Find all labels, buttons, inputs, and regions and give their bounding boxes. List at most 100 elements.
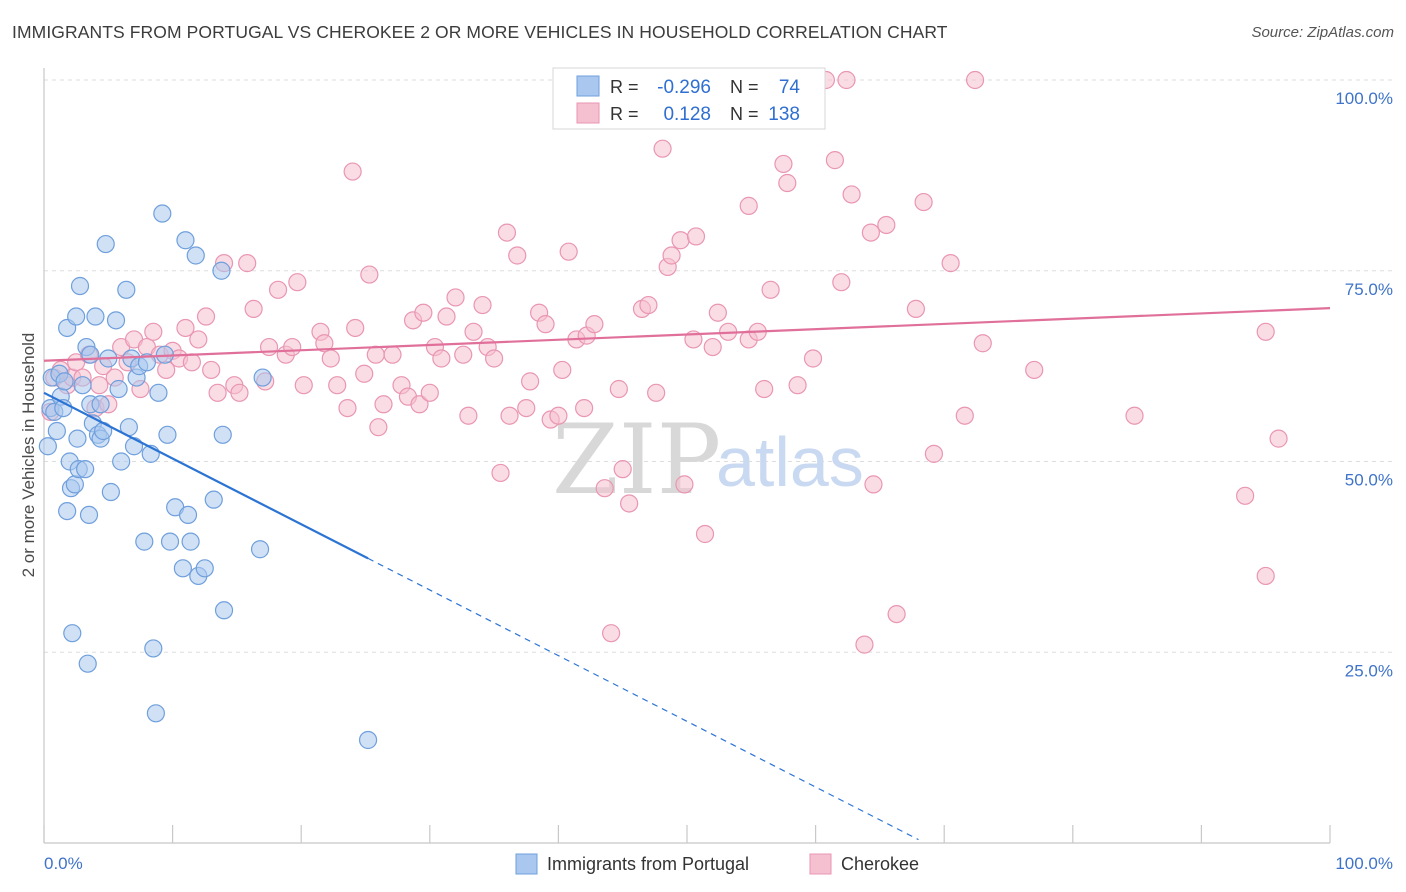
trend-lines (43, 307, 1331, 841)
portugal-point (214, 601, 234, 620)
cherokee-point (288, 273, 307, 292)
portugal-point (47, 421, 66, 441)
cherokee-point (832, 273, 851, 292)
cherokee-point (708, 303, 727, 322)
portugal-point (253, 368, 272, 387)
cherokee-point (182, 353, 201, 372)
portugal-point (109, 379, 128, 399)
portugal-point (204, 490, 223, 509)
portugal-point (76, 460, 95, 479)
cherokee-point (924, 444, 944, 463)
cherokee-point (671, 231, 690, 250)
legend-swatch-pink (576, 102, 600, 124)
portugal-point (146, 704, 165, 723)
cherokee-point (739, 196, 758, 215)
cherokee-point (259, 337, 279, 357)
bottom-legend-swatch-blue (515, 853, 538, 875)
cherokee-point (1025, 360, 1044, 380)
portugal-point (250, 540, 270, 559)
cherokee-point (1236, 486, 1255, 505)
portugal-point (55, 372, 74, 391)
cherokee-point (941, 254, 960, 273)
cherokee-point (1269, 429, 1288, 448)
cherokee-point (955, 406, 974, 425)
cherokee-point (383, 345, 402, 364)
portugal-point (144, 639, 163, 658)
cherokee-point (662, 246, 681, 265)
portugal-point (70, 276, 90, 296)
cherokee-point (973, 334, 992, 353)
portugal-point (181, 532, 200, 551)
portugal-point (212, 261, 231, 280)
cherokee-point (585, 315, 604, 334)
grid-lines (44, 79, 1393, 653)
cherokee-point (414, 303, 433, 322)
cherokee-point (485, 349, 504, 368)
legend-n-value-2: 138 (768, 104, 800, 125)
cherokee-point (703, 337, 722, 357)
legend-r-label-1: R = (610, 77, 639, 97)
cherokee-point (432, 349, 451, 368)
portugal-point (91, 395, 110, 414)
legend-r-label-2: R = (610, 104, 639, 124)
portugal-point (86, 307, 105, 326)
portugal-point (38, 437, 57, 456)
cherokee-point (238, 254, 257, 273)
cherokee-point (695, 524, 715, 544)
cherokee-point (366, 345, 385, 364)
cherokee-point (803, 349, 823, 368)
portugal-point (186, 246, 205, 265)
y-tick-label: 75.0% (1345, 280, 1393, 299)
cherokee-point (420, 383, 439, 402)
portugal-trend-extension (367, 557, 919, 841)
cherokee-point (473, 295, 492, 315)
cherokee-point (553, 360, 572, 380)
portugal-point (58, 501, 77, 521)
portugal-point (68, 429, 87, 448)
y-axis-label: 2 or more Vehicles in Household (19, 333, 38, 578)
chart-title: IMMIGRANTS FROM PORTUGAL VS CHEROKEE 2 O… (12, 22, 948, 42)
cherokee-point (230, 383, 249, 402)
portugal-point (153, 204, 172, 223)
cherokee-point (144, 322, 163, 341)
portugal-point (101, 482, 120, 502)
cherokee-point (244, 299, 263, 318)
cherokee-point (437, 307, 456, 326)
cherokee-point (861, 223, 880, 242)
x-tick-label-max: 100.0% (1335, 854, 1393, 873)
portugal-point (73, 376, 92, 395)
portugal-trend-line (43, 391, 369, 560)
legend-r-value-1: -0.296 (657, 77, 711, 98)
cherokee-point (774, 154, 793, 174)
cherokee-point (1256, 566, 1275, 586)
x-tick-label-min: 0.0% (44, 854, 83, 873)
portugal-point (112, 452, 131, 471)
portugal-point (178, 505, 198, 525)
portugal-point (67, 307, 86, 326)
cherokee-point (1125, 406, 1144, 425)
cherokee-point (497, 223, 517, 242)
cherokee-point (491, 463, 510, 483)
cherokee-point (965, 70, 985, 90)
portugal-point (79, 505, 99, 525)
cherokee-point (842, 185, 861, 204)
bottom-legend-label-2: Cherokee (841, 854, 919, 874)
cherokee-point (647, 383, 666, 402)
cherokee-point (675, 475, 694, 494)
bottom-legend-swatch-pink (809, 853, 832, 875)
cherokee-point (176, 318, 195, 338)
cherokee-point (755, 379, 774, 399)
cherokee-point (208, 383, 227, 402)
x-ticks (43, 825, 1331, 843)
cherokee-point (914, 192, 933, 212)
cherokee-point (536, 315, 555, 334)
cherokee-point (1256, 322, 1275, 341)
watermark: ZIP atlas (552, 404, 864, 516)
cherokee-point (508, 246, 527, 265)
cherokee-point (517, 398, 536, 418)
cherokee-point (855, 635, 874, 654)
portugal-point (106, 311, 126, 330)
portugal-point (135, 532, 154, 551)
cherokee-point (360, 265, 379, 284)
